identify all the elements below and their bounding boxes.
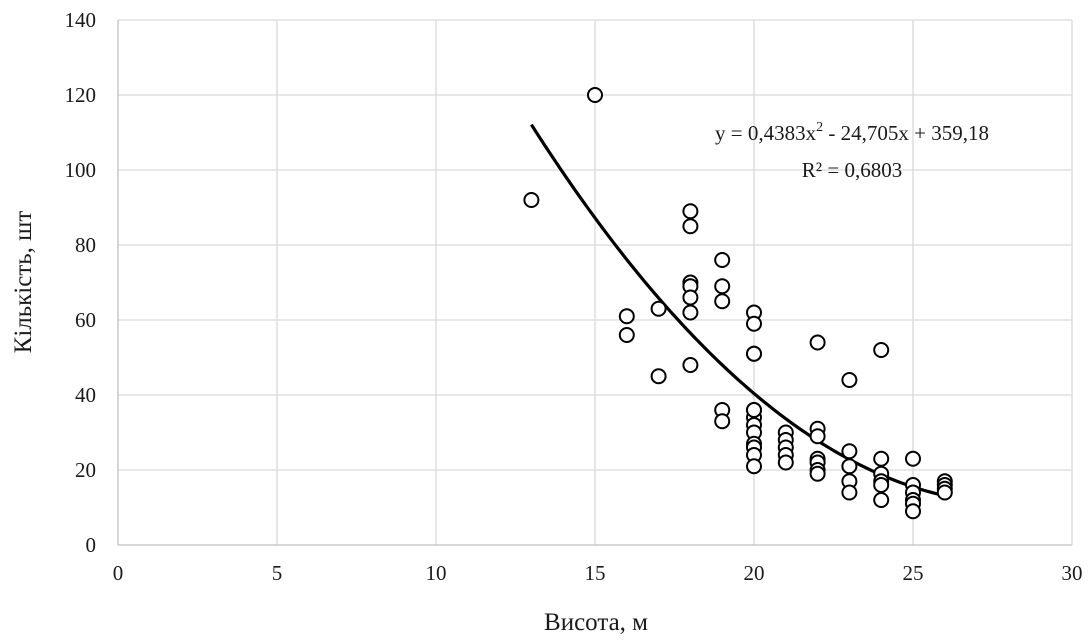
trendline-equation: y = 0,4383x2 - 24,705x + 359,18 [715,120,989,145]
data-point [777,454,794,471]
data-point [746,345,762,362]
data-point [650,300,667,317]
data-point [841,458,858,475]
data-point [746,402,762,418]
data-point [873,477,890,493]
data-point [523,192,540,208]
data-point [587,87,603,103]
x-axis-title: Висота, м [544,609,648,636]
x-tick-label: 5 [272,561,283,585]
data-point [682,357,699,373]
y-tick-label: 140 [65,8,97,32]
data-points [523,87,953,520]
data-point [841,443,858,460]
data-point [841,484,858,501]
y-tick-label: 80 [75,233,96,257]
data-point [809,334,826,351]
y-tick-label: 40 [75,383,96,407]
data-point [714,278,731,295]
data-point [682,304,699,321]
y-tick-label: 20 [75,458,96,482]
r-squared-label: R² = 0,6803 [802,158,902,182]
x-tick-label: 10 [426,561,447,585]
data-point [746,458,762,475]
y-tick-label: 100 [65,158,97,182]
data-point [682,203,699,220]
data-point [873,342,890,358]
data-point [809,428,826,445]
x-tick-label: 0 [113,561,124,585]
data-point [714,413,731,430]
y-tick-label: 0 [86,533,97,557]
x-tick-label: 30 [1062,561,1083,585]
data-point [682,218,699,235]
equation-prefix: y = 0,4383x [715,121,817,145]
data-point [714,293,731,310]
x-tick-label: 20 [744,561,765,585]
data-point [618,308,635,325]
x-tick-label: 15 [585,561,606,585]
y-tick-label: 60 [75,308,96,332]
data-point [618,327,635,343]
equation-suffix: - 24,705x + 359,18 [823,121,989,145]
data-point [905,503,921,520]
data-point [746,315,762,332]
data-point [714,252,731,268]
y-axis-title: Кількість, шт [10,211,37,354]
data-point [809,465,826,482]
data-point [682,289,699,306]
axes [117,20,1072,546]
data-point [841,372,858,388]
y-tick-label: 120 [65,83,97,107]
data-point [936,484,953,501]
data-point [873,450,890,467]
equation-power: 2 [816,120,823,135]
data-point [650,368,667,385]
tick-labels: 0 5 10 15 20 25 30 0 20 40 60 80 100 120 140 [65,8,1083,585]
data-point [873,492,890,508]
data-point [905,450,921,467]
x-tick-label: 25 [903,561,924,585]
